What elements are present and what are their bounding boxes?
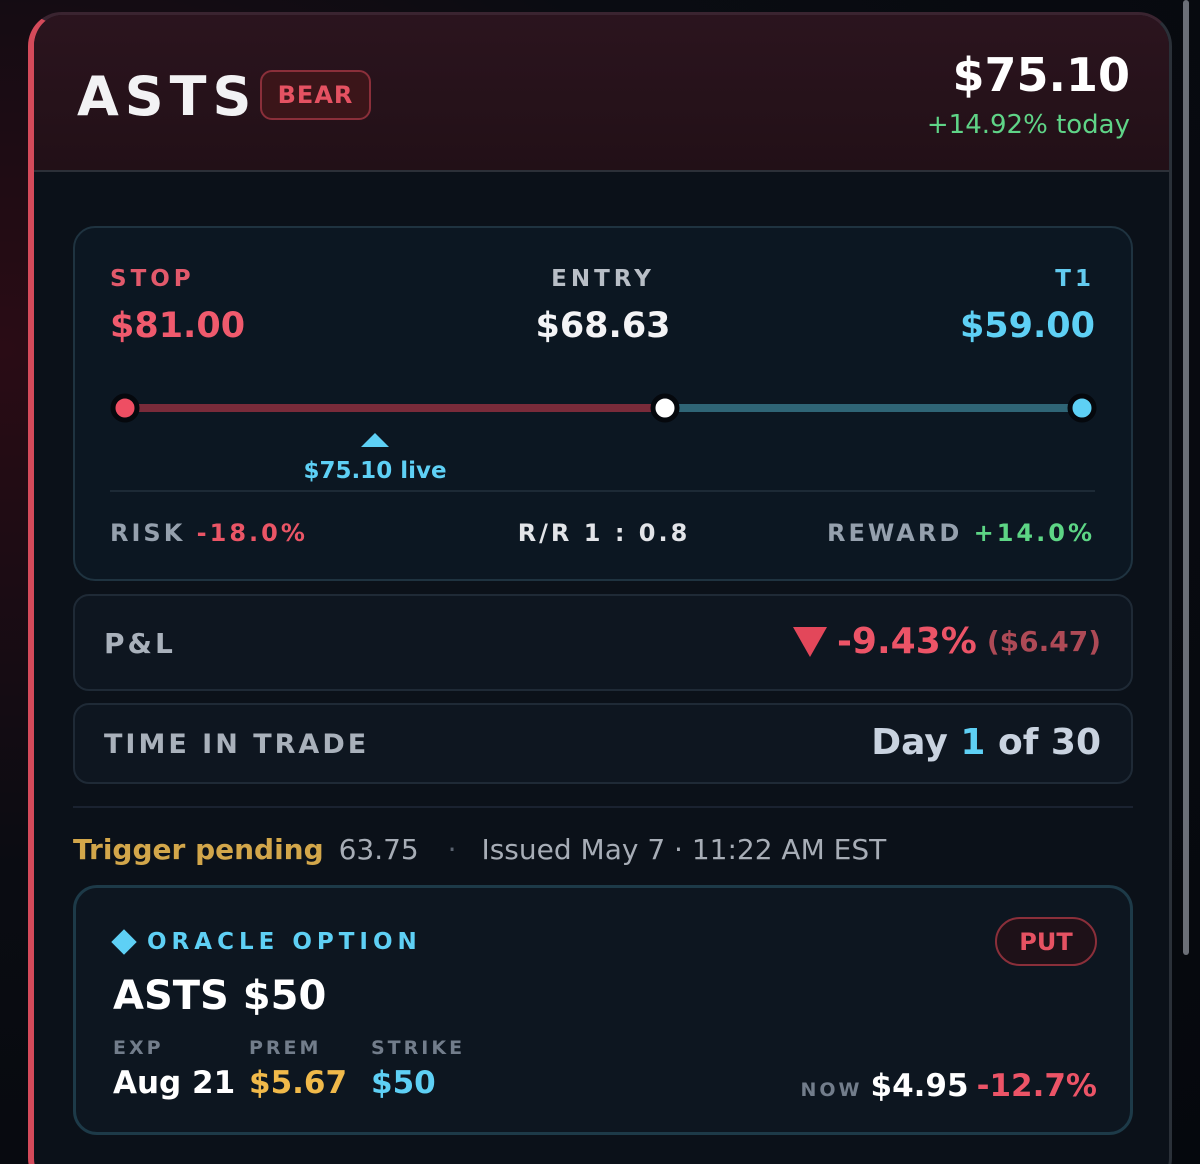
time-day-number: 1 <box>960 722 986 763</box>
entry-value: $68.63 <box>535 306 671 346</box>
exp-label: EXP <box>113 1037 164 1059</box>
option-title: ASTS $50 <box>113 973 327 1019</box>
time-prefix: Day <box>871 722 948 763</box>
pnl-label: P&L <box>104 627 176 660</box>
current-price: $75.10 <box>952 48 1130 102</box>
price-range-track: $75.10 live <box>110 393 1097 484</box>
trigger-status-line: Trigger pending 63.75 · Issued May 7 · 1… <box>73 833 886 866</box>
daily-change: +14.92% today <box>926 110 1130 140</box>
reward-value: +14.0% <box>973 519 1095 547</box>
up-triangle-icon <box>361 433 389 447</box>
trade-levels-panel: STOP $81.00 ENTRY $68.63 T1 $59.00 $75.1… <box>73 226 1133 581</box>
entry-label: ENTRY <box>551 266 655 292</box>
diamond-icon <box>111 929 137 955</box>
down-triangle-icon <box>792 626 827 657</box>
issued-timestamp: Issued May 7 · 11:22 AM EST <box>481 833 887 866</box>
trigger-value: 63.75 <box>338 833 419 866</box>
now-change: -12.7% <box>976 1068 1097 1104</box>
time-in-trade-row: TIME IN TRADE Day 1 of 30 <box>73 703 1133 784</box>
trade-header: ASTS BEAR $75.10 +14.92% today <box>34 15 1169 172</box>
risk-reward-ratio: R/R 1 : 0.8 <box>517 519 691 547</box>
time-in-trade-label: TIME IN TRADE <box>104 729 370 760</box>
stop-marker <box>110 393 140 423</box>
now-label: NOW <box>800 1079 863 1101</box>
section-divider <box>73 806 1133 808</box>
reward-metric: REWARD +14.0% <box>827 519 1095 547</box>
live-price-marker: $75.10 live <box>303 458 446 484</box>
oracle-option-tag: ORACLE OPTION <box>111 929 422 955</box>
target-label: T1 <box>1055 266 1095 292</box>
exp-value: Aug 21 <box>113 1065 236 1101</box>
pnl-percent: -9.43% <box>836 621 977 662</box>
strike-label: STRIKE <box>371 1037 466 1059</box>
ticker-symbol: ASTS <box>77 65 258 128</box>
oracle-option-label: ORACLE OPTION <box>147 929 422 955</box>
trigger-label: Trigger pending <box>73 833 324 866</box>
entry-marker <box>650 393 680 423</box>
prem-value: $5.67 <box>249 1065 348 1101</box>
risk-label: RISK <box>110 519 186 547</box>
risk-value: -18.0% <box>196 519 308 547</box>
risk-reward-row: RISK -18.0% R/R 1 : 0.8 REWARD +14.0% <box>110 490 1095 547</box>
stop-value: $81.00 <box>110 306 246 346</box>
trade-card: ASTS BEAR $75.10 +14.92% today STOP $81.… <box>28 12 1172 1164</box>
pnl-row: P&L -9.43% ($6.47) <box>73 594 1133 691</box>
page-scrollbar[interactable] <box>1183 0 1189 955</box>
direction-badge: BEAR <box>260 70 371 120</box>
risk-metric: RISK -18.0% <box>110 519 308 547</box>
time-suffix: of 30 <box>997 722 1101 763</box>
separator-dot: · <box>447 833 457 866</box>
prem-label: PREM <box>249 1037 322 1059</box>
reward-label: REWARD <box>827 519 963 547</box>
option-type-badge: PUT <box>995 917 1097 966</box>
target-value: $59.00 <box>959 306 1095 346</box>
now-price: $4.95 <box>870 1068 969 1104</box>
strike-value: $50 <box>371 1065 436 1101</box>
option-now-row: NOW $4.95 -12.7% <box>801 1068 1098 1104</box>
pnl-amount: ($6.47) <box>986 625 1101 658</box>
oracle-option-card[interactable]: ORACLE OPTION PUT ASTS $50 EXP PREM STRI… <box>73 885 1133 1135</box>
target-marker <box>1067 393 1097 423</box>
pnl-value: -9.43% ($6.47) <box>792 621 1101 662</box>
stop-label: STOP <box>110 266 195 292</box>
time-in-trade-value: Day 1 of 30 <box>871 722 1101 763</box>
